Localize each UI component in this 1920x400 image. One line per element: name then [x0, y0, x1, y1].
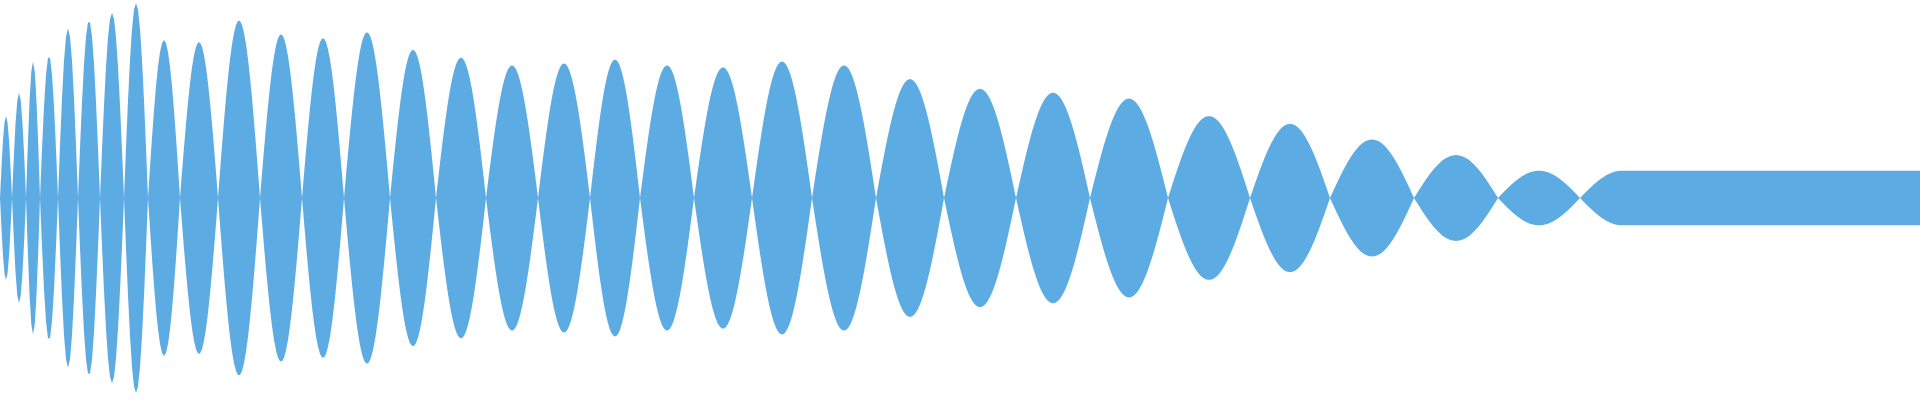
waveform-shape: [0, 3, 1920, 393]
